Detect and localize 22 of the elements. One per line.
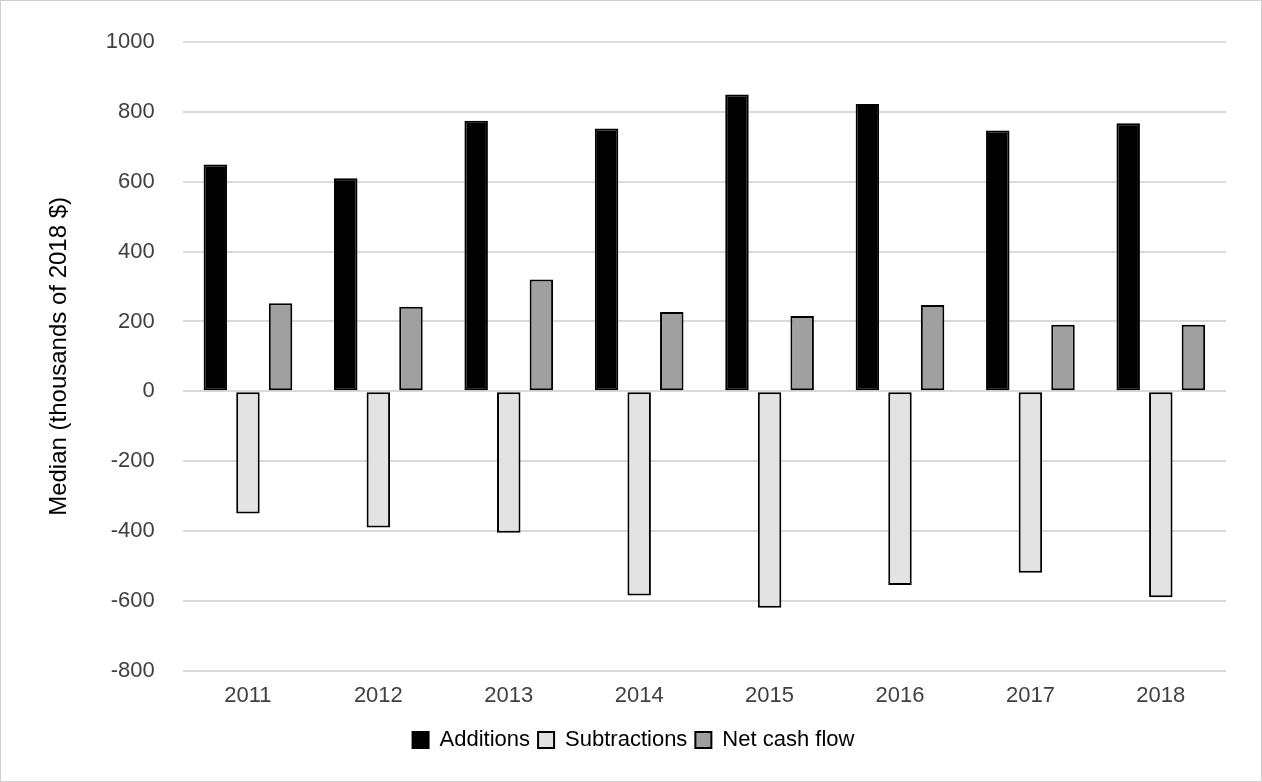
x-tick-label: 2017 [1005, 681, 1055, 707]
y-tick-label: -800 [110, 656, 155, 682]
x-tick-label: 2013 [484, 681, 534, 707]
x-tick-label: 2018 [1136, 681, 1186, 707]
y-tick-label: 200 [118, 307, 155, 333]
y-tick-label: 800 [118, 98, 155, 124]
y-axis-title: Median (thousands of 2018 $) [44, 196, 72, 516]
legend-label: Additions [439, 726, 531, 752]
x-tick-label: 2016 [875, 681, 925, 707]
x-tick-label: 2015 [745, 681, 795, 707]
y-tick-label: 400 [118, 237, 155, 263]
y-tick-label: -200 [110, 447, 155, 473]
y-tick-label: 600 [118, 167, 155, 193]
y-tick-label: -400 [110, 517, 155, 543]
legend-label: Subtractions [565, 726, 688, 752]
y-tick-label: -600 [110, 586, 155, 612]
legend-label: Net cash flow [722, 726, 855, 752]
y-tick-label: 1000 [105, 28, 155, 54]
x-tick-label: 2011 [224, 681, 272, 707]
x-tick-label: 2012 [353, 681, 403, 707]
x-tick-label: 2014 [614, 681, 664, 707]
y-tick-label: 0 [142, 377, 155, 403]
